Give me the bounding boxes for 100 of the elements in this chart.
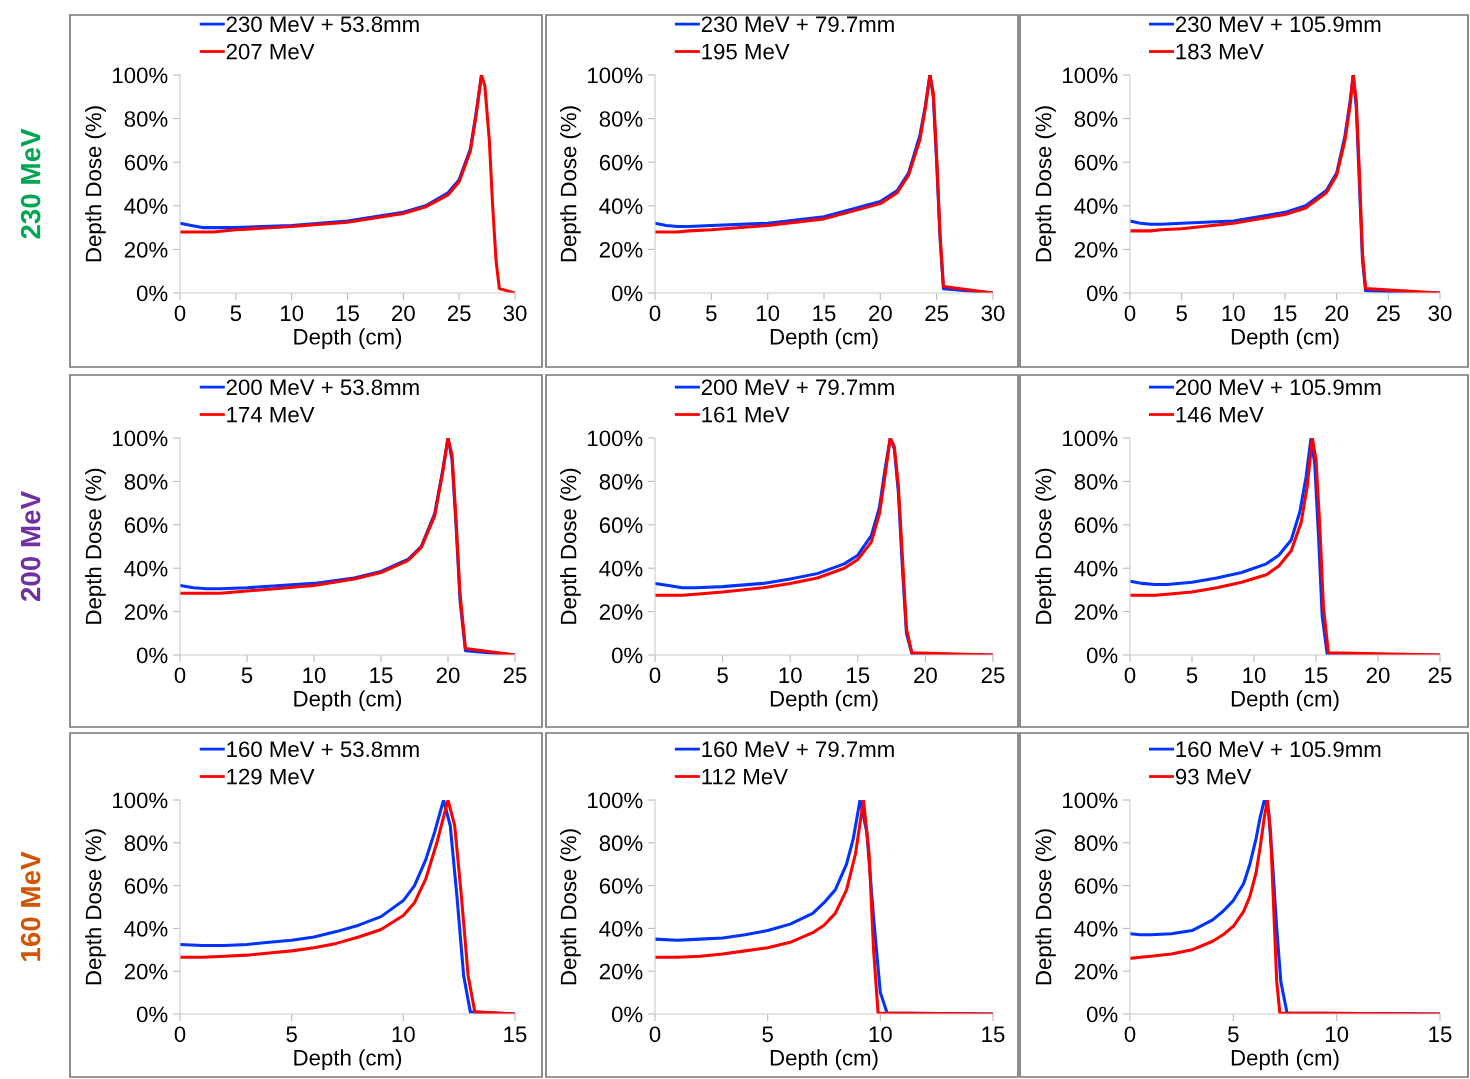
y-tick-label: 0% bbox=[136, 647, 168, 664]
y-tick-label: 0% bbox=[1086, 285, 1118, 302]
y-tick-label: 40% bbox=[599, 198, 643, 215]
y-tick-label: 60% bbox=[1074, 878, 1118, 894]
y-axis-title: Depth Dose (%) bbox=[1035, 106, 1056, 262]
x-tick-label: 10 bbox=[869, 1026, 892, 1043]
x-tick-label: 5 bbox=[1176, 305, 1187, 322]
x-tick-label: 20 bbox=[1366, 667, 1390, 684]
legend-label: 200 MeV + 53.8mm bbox=[226, 379, 419, 396]
y-tick-label: 20% bbox=[599, 604, 643, 620]
x-tick-label: 30 bbox=[503, 305, 527, 322]
x-tick-label: 15 bbox=[370, 667, 393, 684]
y-tick-label: 100% bbox=[113, 792, 168, 809]
x-axis-title: Depth (cm) bbox=[770, 690, 878, 712]
x-tick-label: 5 bbox=[717, 667, 728, 684]
y-tick-label: 20% bbox=[599, 241, 643, 258]
x-tick-label: 5 bbox=[230, 305, 242, 322]
y-tick-label: 0% bbox=[611, 647, 643, 664]
x-tick-label: 0 bbox=[649, 305, 661, 322]
y-axis-title: Depth Dose (%) bbox=[560, 829, 581, 985]
x-axis-title: Depth (cm) bbox=[1231, 690, 1339, 712]
y-tick-label: 20% bbox=[124, 963, 168, 980]
y-tick-label: 80% bbox=[124, 835, 168, 852]
y-tick-label: 80% bbox=[599, 835, 643, 852]
y-tick-label: 40% bbox=[1074, 920, 1118, 937]
x-tick-label: 10 bbox=[1222, 305, 1245, 322]
legend-label: 200 MeV + 105.9mm bbox=[1175, 379, 1381, 396]
x-tick-label: 10 bbox=[1243, 667, 1266, 684]
x-tick-label: 5 bbox=[241, 667, 253, 684]
y-tick-label: 0% bbox=[136, 285, 168, 302]
x-axis-title: Depth (cm) bbox=[1231, 1049, 1339, 1071]
y-tick-label: 100% bbox=[1063, 792, 1118, 809]
x-tick-label: 10 bbox=[1326, 1026, 1349, 1043]
x-tick-label: 25 bbox=[1377, 305, 1400, 322]
y-tick-label: 60% bbox=[1074, 154, 1118, 171]
x-tick-label: 20 bbox=[1325, 305, 1349, 322]
x-tick-label: 25 bbox=[981, 667, 1005, 684]
y-tick-label: 20% bbox=[124, 241, 168, 258]
legend-label: 174 MeV bbox=[227, 406, 315, 423]
y-tick-label: 20% bbox=[599, 963, 643, 980]
legend-label: 230 MeV + 53.8mm bbox=[226, 16, 419, 33]
x-tick-label: 0 bbox=[649, 1026, 661, 1043]
y-tick-label: 40% bbox=[124, 198, 168, 215]
y-tick-label: 0% bbox=[136, 1006, 168, 1023]
y-tick-label: 80% bbox=[124, 473, 168, 490]
y-tick-label: 40% bbox=[124, 560, 168, 577]
x-tick-label: 0 bbox=[174, 667, 186, 684]
x-tick-label: 15 bbox=[1305, 667, 1328, 684]
x-tick-label: 10 bbox=[303, 667, 326, 684]
y-tick-label: 100% bbox=[113, 67, 168, 84]
text: 160 MeV bbox=[20, 851, 41, 961]
y-tick-label: 20% bbox=[1074, 963, 1118, 980]
y-tick-label: 60% bbox=[124, 517, 168, 534]
y-tick-label: 60% bbox=[1074, 517, 1118, 534]
x-tick-label: 15 bbox=[982, 1026, 1005, 1043]
x-tick-label: 10 bbox=[392, 1026, 415, 1043]
y-axis-title: Depth Dose (%) bbox=[85, 829, 106, 985]
y-tick-label: 40% bbox=[1074, 198, 1118, 215]
y-tick-label: 0% bbox=[1086, 647, 1118, 664]
x-tick-label: 15 bbox=[336, 305, 359, 322]
legend-label: 112 MeV bbox=[702, 768, 788, 785]
x-tick-label: 5 bbox=[286, 1026, 297, 1043]
x-tick-label: 15 bbox=[847, 667, 870, 684]
y-tick-label: 0% bbox=[611, 1006, 643, 1023]
y-tick-label: 100% bbox=[1063, 430, 1118, 447]
y-tick-label: 100% bbox=[588, 792, 643, 809]
x-tick-label: 5 bbox=[1228, 1026, 1239, 1043]
text: 200 MeV bbox=[20, 491, 41, 602]
x-tick-label: 30 bbox=[1428, 305, 1452, 322]
legend-label: 200 MeV + 79.7mm bbox=[701, 379, 894, 396]
y-tick-label: 60% bbox=[599, 517, 643, 534]
legend-label: 230 MeV + 105.9mm bbox=[1175, 16, 1381, 33]
x-tick-label: 25 bbox=[1428, 667, 1452, 684]
x-tick-label: 15 bbox=[1429, 1026, 1452, 1043]
y-axis-title: Depth Dose (%) bbox=[560, 106, 581, 262]
x-axis-title: Depth (cm) bbox=[1231, 328, 1339, 350]
x-tick-label: 0 bbox=[174, 1026, 186, 1043]
y-tick-label: 40% bbox=[124, 920, 168, 937]
y-tick-label: 20% bbox=[124, 604, 168, 620]
y-tick-label: 40% bbox=[599, 920, 643, 937]
x-tick-label: 5 bbox=[1186, 667, 1198, 684]
text: 230 MeV bbox=[20, 128, 41, 239]
y-tick-label: 0% bbox=[611, 285, 643, 302]
x-tick-label: 15 bbox=[1274, 305, 1297, 322]
x-tick-label: 0 bbox=[1124, 667, 1136, 684]
y-tick-label: 100% bbox=[1063, 67, 1118, 84]
x-tick-label: 0 bbox=[1124, 1026, 1136, 1043]
x-tick-label: 20 bbox=[914, 667, 937, 684]
legend-label: 183 MeV bbox=[1176, 43, 1264, 60]
x-tick-label: 5 bbox=[762, 1026, 773, 1043]
y-tick-label: 60% bbox=[124, 154, 168, 171]
legend-label: 93 MeV bbox=[1175, 768, 1252, 785]
legend-label: 160 MeV + 105.9mm bbox=[1176, 741, 1381, 758]
x-tick-label: 20 bbox=[392, 305, 415, 322]
x-axis-title: Depth (cm) bbox=[770, 328, 878, 350]
x-tick-label: 30 bbox=[981, 305, 1005, 322]
y-axis-title: Depth Dose (%) bbox=[85, 468, 106, 624]
x-tick-label: 15 bbox=[813, 305, 836, 322]
legend-label: 160 MeV + 79.7mm bbox=[702, 741, 894, 758]
x-axis-title: Depth (cm) bbox=[770, 1049, 878, 1071]
